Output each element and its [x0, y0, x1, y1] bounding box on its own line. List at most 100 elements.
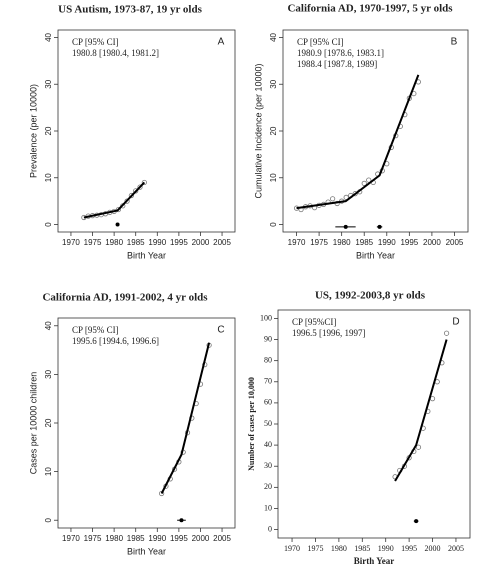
changepoint	[414, 519, 419, 524]
y-tick-label: 70	[264, 377, 272, 386]
annotation: 1980.8 [1980.4, 1981.2]	[72, 48, 159, 58]
x-tick-label: 1970	[62, 238, 80, 247]
x-tick-label: 1980	[105, 238, 123, 247]
point	[137, 184, 143, 190]
y-tick-label: 30	[264, 461, 272, 470]
x-tick-label: 1995	[170, 534, 188, 543]
y-tick-label: 0	[44, 517, 53, 522]
y-tick-label: 80	[264, 355, 272, 364]
x-tick-label: 1990	[378, 544, 394, 553]
y-tick-label: 0	[269, 222, 278, 227]
annotation: CP [95%CI]	[292, 317, 336, 327]
changepoint	[377, 224, 382, 229]
point	[124, 198, 130, 204]
x-tick-label: 1980	[105, 534, 123, 543]
x-tick-label: 1980	[333, 238, 351, 247]
y-tick-label: 40	[44, 321, 53, 330]
panel-label: C	[217, 325, 224, 336]
y-tick-label: 20	[264, 482, 272, 491]
y-axis-label: Prevalence (per 10000)	[28, 84, 38, 178]
point	[115, 206, 122, 213]
x-tick-label: 2005	[448, 544, 464, 553]
chart-title: US Autism, 1973-87, 19 yr olds	[58, 4, 202, 16]
y-axis-label: Cumulative Incidence (per 10000)	[253, 63, 263, 198]
x-tick-label: 1985	[127, 238, 145, 247]
x-tick-label: 1980	[331, 544, 347, 553]
panel-label: A	[218, 37, 225, 48]
point	[159, 490, 165, 497]
point	[443, 330, 450, 336]
x-axis-label: Birth Year	[127, 546, 166, 556]
point	[330, 196, 336, 202]
y-tick-label: 20	[44, 418, 53, 427]
point	[128, 192, 134, 199]
y-tick-label: 40	[44, 32, 53, 41]
changepoint	[343, 224, 348, 229]
annotation: 1996.5 [1996, 1997]	[292, 328, 366, 338]
x-tick-label: 2005	[213, 238, 231, 247]
y-axis-label: Cases per 10000 children	[28, 372, 38, 475]
y-tick-label: 40	[269, 32, 278, 41]
point	[141, 179, 147, 186]
x-axis-label: Birth Year	[127, 250, 166, 260]
y-tick-label: 10	[269, 173, 278, 182]
point	[415, 444, 422, 450]
y-tick-label: 30	[269, 79, 278, 88]
y-tick-label: 10	[44, 467, 53, 476]
x-tick-label: 1975	[84, 534, 102, 543]
x-tick-label: 2005	[446, 238, 464, 247]
panel-label: B	[451, 37, 458, 48]
changepoint	[115, 222, 120, 227]
y-tick-label: 100	[260, 313, 272, 322]
annotation: CP [95% CI]	[297, 37, 344, 47]
x-tick-label: 1970	[62, 534, 80, 543]
x-tick-label: 1975	[307, 544, 323, 553]
x-tick-label: 1970	[284, 544, 300, 553]
x-tick-label: 2000	[192, 534, 210, 543]
chart-title: California AD, 1991-2002, 4 yr olds	[42, 292, 208, 304]
point	[361, 180, 367, 186]
x-tick-label: 1985	[355, 238, 373, 247]
changepoint	[179, 518, 184, 523]
fit-line	[296, 74, 420, 210]
y-tick-label: 30	[44, 369, 53, 378]
point	[366, 177, 372, 183]
annotation: 1995.6 [1994.6, 1996.6]	[72, 336, 159, 346]
y-tick-label: 50	[264, 419, 272, 428]
x-tick-label: 1995	[400, 238, 418, 247]
x-tick-label: 2000	[425, 544, 441, 553]
y-tick-label: 0	[44, 222, 53, 227]
y-tick-label: 40	[264, 440, 272, 449]
y-tick-label: 30	[44, 79, 53, 88]
x-tick-label: 1990	[378, 238, 396, 247]
x-tick-label: 2000	[192, 238, 210, 247]
y-tick-label: 10	[44, 173, 53, 182]
y-tick-label: 10	[264, 503, 272, 512]
annotation: 1988.4 [1987.8, 1989]	[297, 59, 377, 69]
y-axis-label: Number of cases per 10,000	[247, 377, 256, 471]
x-tick-label: 1985	[354, 544, 370, 553]
annotation: 1980.9 [1978.6, 1983.1]	[297, 48, 384, 58]
x-tick-label: 2000	[423, 238, 441, 247]
x-tick-label: 1975	[310, 238, 328, 247]
x-tick-label: 1995	[170, 238, 188, 247]
chart-title: California AD, 1970-1997, 5 yr olds	[287, 3, 453, 15]
y-tick-label: 20	[269, 126, 278, 135]
annotation: CP [95% CI]	[72, 37, 119, 47]
x-tick-label: 1970	[288, 238, 306, 247]
x-tick-label: 1995	[401, 544, 417, 553]
y-tick-label: 20	[44, 126, 53, 135]
point	[352, 191, 358, 197]
x-tick-label: 1985	[127, 534, 145, 543]
x-tick-label: 1990	[148, 534, 166, 543]
plot-frame	[57, 29, 236, 233]
plot-frame	[277, 309, 471, 539]
fit-line	[83, 181, 146, 219]
x-tick-label: 2005	[213, 534, 231, 543]
chart-title: US, 1992-2003,8 yr olds	[315, 290, 426, 302]
x-axis-label: Birth Year	[356, 250, 395, 260]
fit-line	[394, 339, 448, 482]
y-tick-label: 60	[264, 398, 272, 407]
point	[133, 188, 139, 194]
